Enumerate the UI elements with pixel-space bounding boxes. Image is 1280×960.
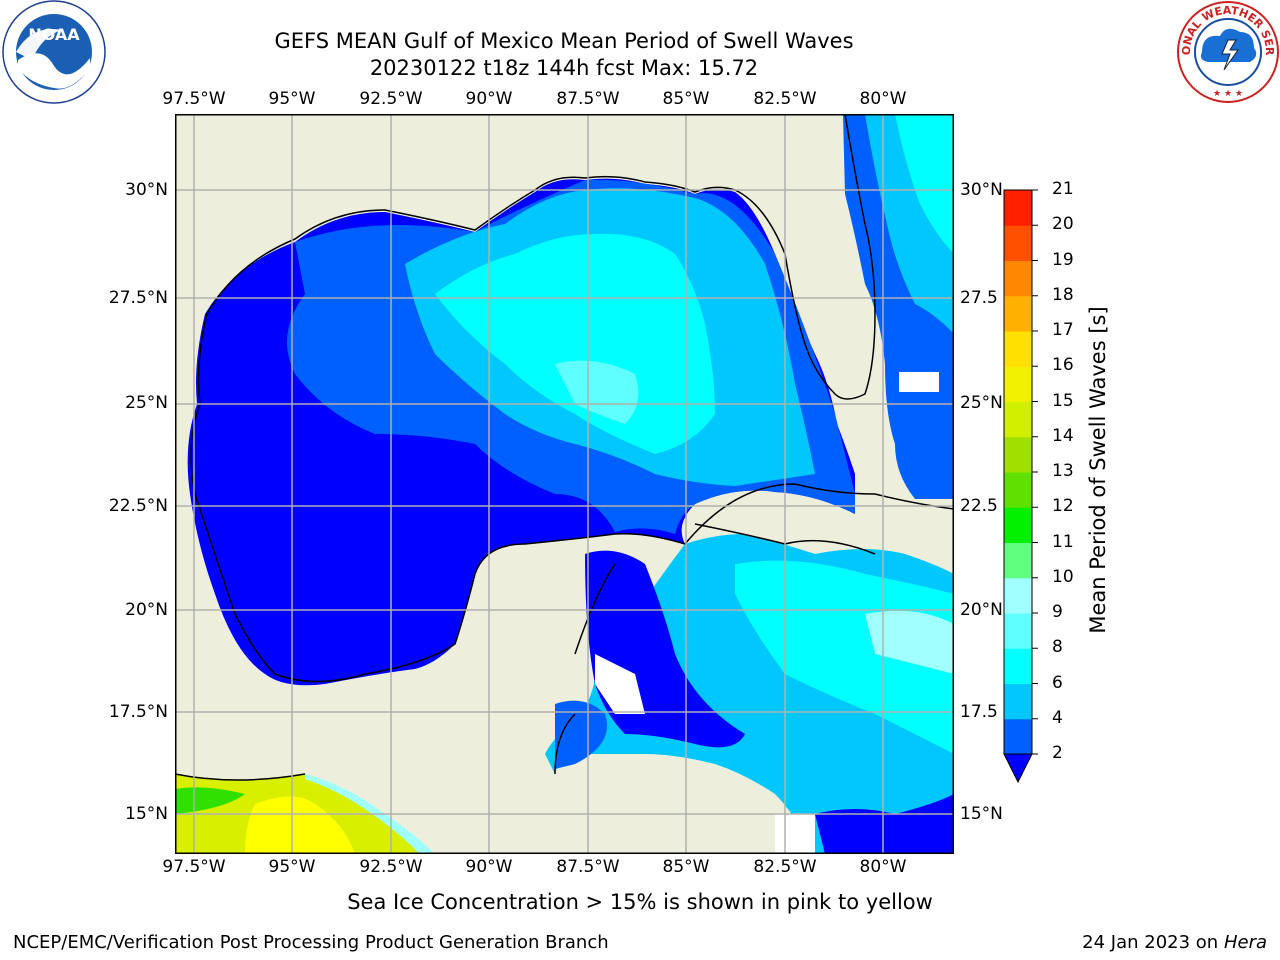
nws-logo: NATIONAL WEATHER SERVICE ★ ★ ★ bbox=[1171, 0, 1280, 104]
colorbar-tick-label: 17 bbox=[1052, 320, 1074, 340]
lon-tick-bottom: 80°W bbox=[859, 857, 907, 877]
lat-tick-left: 15°N bbox=[125, 804, 168, 824]
lat-tick-left: 25°N bbox=[125, 393, 168, 413]
colorbar-tick-label: 14 bbox=[1052, 425, 1074, 446]
lat-tick-right: 20°N bbox=[960, 600, 1003, 620]
colorbar-extend-arrow bbox=[1003, 753, 1033, 784]
colorbar-tick-label: 15 bbox=[1052, 390, 1074, 411]
gulf-cyan-core bbox=[435, 233, 715, 454]
lat-tick-left: 20°N bbox=[125, 600, 168, 620]
lon-tick-top: 97.5°W bbox=[162, 89, 226, 109]
colorbar-swatch bbox=[1004, 295, 1032, 332]
missing-data-area bbox=[775, 814, 815, 854]
missing-data-area bbox=[899, 372, 939, 392]
map-title-line2: 20230122 t18z 144h fcst Max: 15.72 bbox=[369, 56, 759, 80]
colorbar-swatch bbox=[1004, 613, 1032, 649]
footer-date-text: 24 Jan 2023 on bbox=[1082, 932, 1224, 953]
caribbean-cyan bbox=[735, 560, 954, 754]
lon-tick-top: 92.5°W bbox=[359, 89, 423, 109]
colorbar-swatch bbox=[1004, 683, 1032, 720]
lat-tick-right: 30°N bbox=[960, 180, 1003, 200]
colorbar bbox=[1000, 186, 1040, 786]
lon-tick-bottom: 95°W bbox=[268, 857, 316, 877]
lon-tick-top: 85°W bbox=[662, 89, 710, 109]
colorbar-swatch bbox=[1004, 260, 1032, 297]
colorbar-swatch bbox=[1004, 718, 1032, 755]
colorbar-swatch bbox=[1004, 190, 1032, 226]
colorbar-tick-label: 4 bbox=[1052, 707, 1063, 728]
graticule bbox=[175, 114, 954, 854]
colorbar-tick-label: 8 bbox=[1052, 637, 1063, 658]
svg-text:★ ★ ★: ★ ★ ★ bbox=[1213, 89, 1243, 99]
lat-tick-right: 22.5 bbox=[960, 496, 998, 516]
colorbar-swatch bbox=[1004, 472, 1032, 508]
map-frame bbox=[174, 113, 955, 854]
swell-period-map bbox=[174, 113, 955, 854]
sea-ice-note: Sea Ice Concentration > 15% is shown in … bbox=[347, 890, 933, 914]
colorbar-tick-label: 9 bbox=[1052, 602, 1063, 622]
caribbean-pale bbox=[865, 610, 954, 674]
pacific-yellow bbox=[245, 796, 355, 854]
colorbar-tick-label: 19 bbox=[1052, 249, 1074, 270]
gulf-pale-cyan bbox=[555, 360, 639, 424]
pacific-green bbox=[175, 787, 245, 814]
noaa-logo-text: NOAA bbox=[28, 25, 80, 44]
map-title-line1: GEFS MEAN Gulf of Mexico Mean Period of … bbox=[274, 29, 854, 53]
colorbar-swatch bbox=[1004, 436, 1032, 473]
colorbar-swatch bbox=[1004, 331, 1032, 367]
lon-tick-top: 90°W bbox=[465, 89, 513, 109]
lon-tick-top: 82.5°W bbox=[753, 89, 817, 109]
pacific-pale-cyan bbox=[305, 774, 435, 854]
colorbar-label: Mean Period of Swell Waves [s] bbox=[1086, 306, 1110, 634]
colorbar-swatch bbox=[1004, 648, 1032, 684]
lon-tick-bottom: 82.5°W bbox=[753, 857, 817, 877]
colorbar-swatch bbox=[1004, 577, 1032, 614]
footer-credit: NCEP/EMC/Verification Post Processing Pr… bbox=[13, 932, 609, 953]
caribbean-south-deep bbox=[815, 794, 954, 854]
atlantic-cyan bbox=[895, 114, 954, 254]
lon-tick-top: 87.5°W bbox=[556, 89, 620, 109]
footer-date: 24 Jan 2023 on Hera bbox=[1082, 932, 1267, 953]
lon-tick-bottom: 87.5°W bbox=[556, 857, 620, 877]
colorbar-swatch bbox=[1004, 401, 1032, 438]
colorbar-tick-label: 10 bbox=[1052, 566, 1074, 587]
colorbar-tick-label: 16 bbox=[1052, 355, 1074, 376]
colorbar-tick-label: 2 bbox=[1052, 743, 1063, 763]
colorbar-swatch bbox=[1004, 225, 1032, 261]
colorbar-tick-label: 20 bbox=[1052, 214, 1074, 235]
lat-tick-left: 27.5°N bbox=[108, 288, 168, 308]
lat-tick-left: 22.5°N bbox=[108, 496, 168, 516]
lon-tick-top: 80°W bbox=[859, 89, 907, 109]
lat-tick-right: 27.5 bbox=[960, 288, 998, 308]
lon-tick-bottom: 85°W bbox=[662, 857, 710, 877]
honduras-blue bbox=[555, 700, 607, 769]
colorbar-tick-label: 13 bbox=[1052, 461, 1074, 481]
colorbar-swatch bbox=[1004, 542, 1032, 579]
colorbar-tick-label: 18 bbox=[1052, 284, 1074, 305]
noaa-logo: NOAA bbox=[2, 0, 106, 104]
lon-tick-bottom: 90°W bbox=[465, 857, 513, 877]
lat-tick-left: 30°N bbox=[125, 180, 168, 200]
colorbar-tick-label: 6 bbox=[1052, 672, 1063, 693]
colorbar-tick-label: 12 bbox=[1052, 496, 1074, 517]
lat-tick-right: 25°N bbox=[960, 393, 1003, 413]
lat-tick-right: 15°N bbox=[960, 804, 1003, 824]
lat-tick-right: 17.5 bbox=[960, 702, 998, 722]
colorbar-tick-label: 21 bbox=[1052, 179, 1074, 199]
colorbar-tick-label: 11 bbox=[1052, 531, 1074, 552]
lon-tick-bottom: 97.5°W bbox=[162, 857, 226, 877]
colorbar-swatch bbox=[1004, 507, 1032, 543]
map-border bbox=[175, 114, 954, 854]
colorbar-swatch bbox=[1004, 366, 1032, 402]
missing-data-area bbox=[595, 654, 645, 714]
lat-tick-left: 17.5°N bbox=[108, 702, 168, 722]
colorbar-swatches bbox=[1003, 189, 1038, 784]
lon-tick-top: 95°W bbox=[268, 89, 316, 109]
lon-tick-bottom: 92.5°W bbox=[359, 857, 423, 877]
footer-machine: Hera bbox=[1223, 932, 1267, 953]
